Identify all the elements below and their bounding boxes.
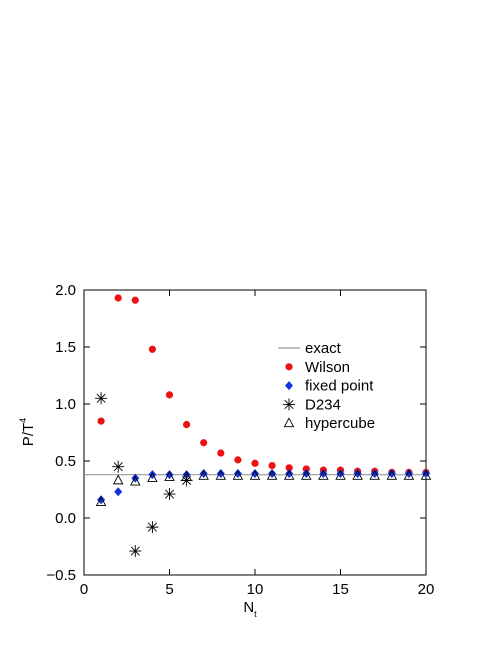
point — [129, 545, 142, 558]
point — [422, 469, 430, 479]
point — [164, 470, 175, 481]
point — [234, 456, 242, 464]
point — [146, 521, 159, 534]
point — [403, 469, 415, 480]
point — [336, 469, 345, 479]
legend-label: hypercube — [305, 415, 375, 432]
point — [165, 391, 174, 399]
y-tick-label: 1.0 — [55, 396, 76, 413]
legend-label: D234 — [305, 396, 341, 413]
legend-marker — [285, 363, 293, 371]
point — [130, 475, 141, 486]
point — [268, 469, 277, 479]
x-tick-label: 0 — [80, 581, 88, 598]
y-tick-label: 1.5 — [55, 339, 76, 356]
y-tick-label: −0.5 — [46, 567, 76, 584]
point — [387, 469, 396, 479]
legend-label: Wilson — [305, 359, 350, 376]
x-tick-label: 20 — [418, 581, 435, 598]
legend-marker — [283, 417, 295, 428]
y-tick-label: 0.5 — [55, 453, 76, 470]
x-label-text: N — [243, 599, 254, 616]
point — [199, 469, 208, 479]
point — [370, 469, 379, 479]
legend-marker — [283, 398, 295, 411]
plot-frame — [83, 289, 427, 576]
point — [131, 296, 139, 304]
point — [285, 464, 293, 472]
point — [302, 465, 310, 473]
point — [335, 469, 346, 480]
point — [112, 460, 125, 473]
point — [283, 469, 295, 480]
point — [420, 469, 432, 480]
y-label-sup: 4 — [18, 418, 28, 423]
point — [319, 469, 328, 479]
point — [268, 461, 276, 470]
point — [318, 469, 329, 480]
point — [249, 469, 261, 480]
point — [215, 469, 227, 480]
point — [353, 469, 362, 479]
point — [163, 488, 176, 501]
x-axis-label: Nt — [243, 599, 257, 619]
point — [147, 472, 158, 483]
point — [266, 469, 278, 480]
point — [148, 345, 156, 353]
point — [285, 469, 294, 479]
point — [97, 417, 105, 425]
point — [114, 487, 123, 497]
point — [251, 469, 259, 479]
point — [386, 469, 398, 480]
point — [198, 469, 209, 480]
point — [200, 439, 208, 447]
x-label-sub: t — [254, 609, 257, 619]
point — [369, 469, 380, 480]
point — [251, 459, 259, 467]
y-tick-label: 0.0 — [55, 510, 76, 527]
point — [352, 469, 363, 480]
y-tick-label: 2.0 — [55, 282, 76, 299]
point — [181, 470, 192, 481]
legend-label: fixed point — [305, 378, 374, 395]
point — [97, 495, 106, 505]
point — [114, 294, 122, 302]
point — [301, 469, 312, 480]
legend-marker — [285, 381, 293, 391]
point — [302, 469, 311, 479]
y-axis-label: P/T4 — [18, 418, 37, 446]
point — [183, 420, 191, 429]
y-label-text: P/T — [20, 423, 37, 446]
point — [112, 474, 124, 485]
x-tick-label: 10 — [247, 581, 264, 598]
legend-label: exact — [305, 340, 342, 357]
point — [216, 469, 225, 479]
point — [95, 392, 108, 405]
point — [95, 496, 107, 506]
point — [232, 469, 244, 480]
x-tick-label: 15 — [332, 581, 349, 598]
point — [233, 469, 242, 479]
x-tick-label: 5 — [165, 581, 173, 598]
point — [165, 470, 174, 480]
point — [217, 449, 225, 457]
point — [404, 469, 413, 479]
